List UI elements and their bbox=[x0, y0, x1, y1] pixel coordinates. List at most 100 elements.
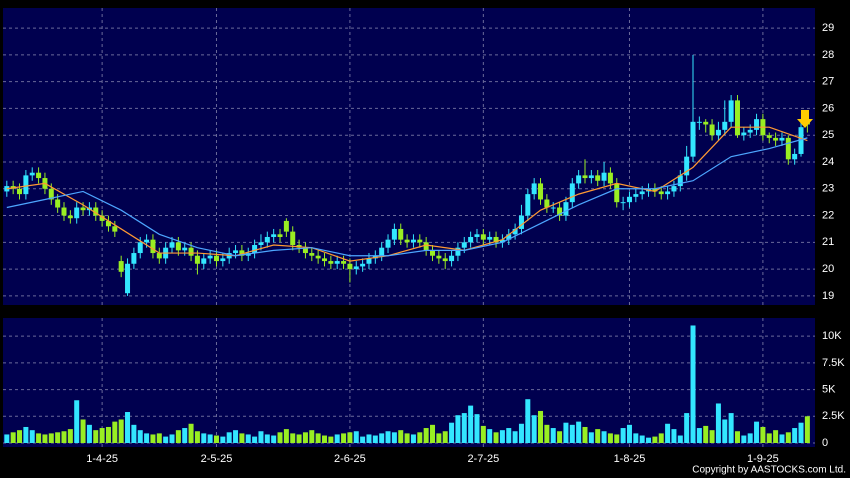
candle-body bbox=[315, 255, 321, 259]
candle-body bbox=[391, 228, 397, 240]
volume-bar bbox=[398, 430, 404, 443]
copyright: Copyright by AASTOCKS.com Ltd. bbox=[692, 465, 846, 476]
candle-body bbox=[48, 188, 54, 200]
candle-body bbox=[449, 255, 455, 262]
volume-bar bbox=[804, 416, 810, 443]
volume-bar bbox=[639, 435, 645, 443]
volume-bar bbox=[607, 433, 613, 443]
candle-body bbox=[283, 220, 289, 232]
volume-bar bbox=[557, 431, 563, 443]
volume-bar bbox=[360, 436, 366, 443]
volume-bar bbox=[620, 428, 626, 443]
volume-bar bbox=[220, 436, 226, 443]
candle-body bbox=[169, 242, 175, 248]
volume-bar bbox=[99, 428, 105, 443]
volume-bar bbox=[741, 435, 747, 443]
candle-body bbox=[182, 247, 188, 251]
volume-bar bbox=[792, 428, 798, 443]
y-tick-label: 5K bbox=[822, 383, 836, 395]
candle-body bbox=[493, 236, 499, 243]
candle-body bbox=[703, 121, 709, 125]
volume-bar bbox=[353, 431, 359, 443]
candle-body bbox=[125, 263, 131, 294]
volume-bar bbox=[309, 430, 315, 443]
candle-body bbox=[576, 175, 582, 184]
volume-bar bbox=[264, 434, 270, 443]
volume-bar bbox=[442, 431, 448, 443]
candle-body bbox=[67, 215, 73, 219]
candle-body bbox=[347, 263, 353, 270]
volume-bar bbox=[766, 433, 772, 443]
candle-body bbox=[220, 258, 226, 262]
moving-average-line bbox=[6, 137, 808, 257]
volume-bar bbox=[10, 432, 16, 443]
candle-body bbox=[290, 231, 296, 246]
candle-body bbox=[430, 250, 436, 256]
volume-bar bbox=[233, 430, 239, 443]
volume-bar bbox=[677, 435, 683, 443]
candle-body bbox=[722, 121, 728, 130]
volume-bar bbox=[334, 434, 340, 443]
volume-bar bbox=[461, 413, 467, 443]
volume-bar bbox=[379, 433, 385, 443]
volume-bar bbox=[538, 410, 544, 443]
volume-bar bbox=[163, 436, 169, 443]
candle-body bbox=[233, 250, 239, 254]
volume-bar bbox=[23, 426, 29, 443]
candle-body bbox=[213, 255, 219, 262]
candle-body bbox=[614, 183, 620, 203]
volume-bar bbox=[531, 415, 537, 443]
volume-bar bbox=[690, 325, 696, 443]
volume-bar bbox=[86, 424, 92, 443]
x-tick-label: 2-7-25 bbox=[467, 453, 499, 465]
candle-body bbox=[239, 250, 245, 256]
y-tick-label: 29 bbox=[822, 22, 834, 34]
volume-bar bbox=[703, 425, 709, 443]
volume-bar bbox=[245, 434, 251, 443]
volume-bar bbox=[563, 422, 569, 443]
volume-bar bbox=[372, 435, 378, 443]
volume-bar bbox=[112, 421, 118, 443]
volume-bar bbox=[61, 431, 67, 443]
volume-bar bbox=[518, 423, 524, 443]
candle-body bbox=[639, 191, 645, 195]
candle-body bbox=[188, 247, 194, 256]
volume-bar bbox=[150, 434, 156, 443]
volume-bar bbox=[595, 429, 601, 443]
candle-body bbox=[417, 239, 423, 243]
y-tick-label: 24 bbox=[822, 156, 834, 168]
y-tick-label: 27 bbox=[822, 76, 834, 88]
volume-bar bbox=[366, 434, 372, 443]
candle-body bbox=[252, 245, 258, 254]
candle-body bbox=[201, 258, 207, 264]
candle-body bbox=[61, 207, 67, 216]
candle-body bbox=[779, 137, 785, 141]
volume-bar bbox=[296, 434, 302, 443]
candle-body bbox=[525, 194, 531, 216]
volume-bar bbox=[302, 432, 308, 443]
volume-bar bbox=[734, 431, 740, 443]
candle-body bbox=[785, 137, 791, 160]
candle-body bbox=[23, 175, 29, 195]
candle-body bbox=[99, 215, 105, 221]
candle-body bbox=[792, 153, 798, 160]
y-tick-label: 23 bbox=[822, 183, 834, 195]
candle-body bbox=[468, 236, 474, 243]
candle-body bbox=[620, 202, 626, 204]
candle-body bbox=[17, 188, 23, 195]
candle-body bbox=[671, 186, 677, 192]
candle-body bbox=[455, 247, 461, 256]
volume-bar bbox=[213, 435, 219, 443]
volume-bar bbox=[455, 415, 461, 443]
volume-bar bbox=[614, 434, 620, 443]
volume-bar bbox=[118, 419, 124, 443]
volume-bar bbox=[188, 423, 194, 443]
candle-body bbox=[398, 228, 404, 240]
candle-body bbox=[582, 175, 588, 179]
candle-body bbox=[734, 100, 740, 136]
candle-body bbox=[55, 199, 61, 208]
volume-bar bbox=[328, 436, 334, 443]
volume-bar bbox=[17, 430, 23, 443]
candle-body bbox=[29, 172, 35, 176]
volume-bar bbox=[715, 403, 721, 443]
